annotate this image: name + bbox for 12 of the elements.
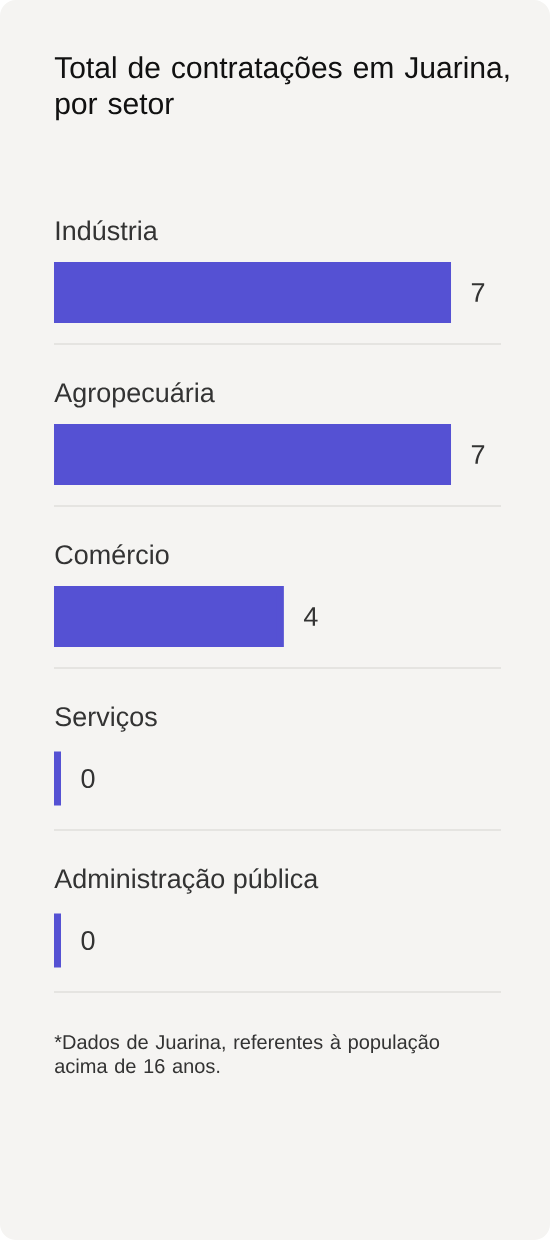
data-label: 7: [471, 445, 485, 464]
chart-title: Total de contratações em Juarina, por setor: [54, 56, 509, 121]
y-tick-label: Administração pública: [54, 868, 319, 894]
data-label: 4: [303, 607, 318, 626]
data-label: 0: [81, 930, 95, 951]
y-tick-label: Serviços: [55, 706, 157, 732]
y-tick-label: Comércio: [55, 544, 169, 565]
text: *Dados de Juarina, referentes à população acima de 16 anos.: [54, 1034, 440, 1074]
y-tick-label: Agropecuária: [54, 382, 215, 408]
data-label: 7: [471, 283, 485, 302]
data-label: 0: [81, 768, 95, 789]
y-tick-label: Indústria: [56, 220, 158, 241]
